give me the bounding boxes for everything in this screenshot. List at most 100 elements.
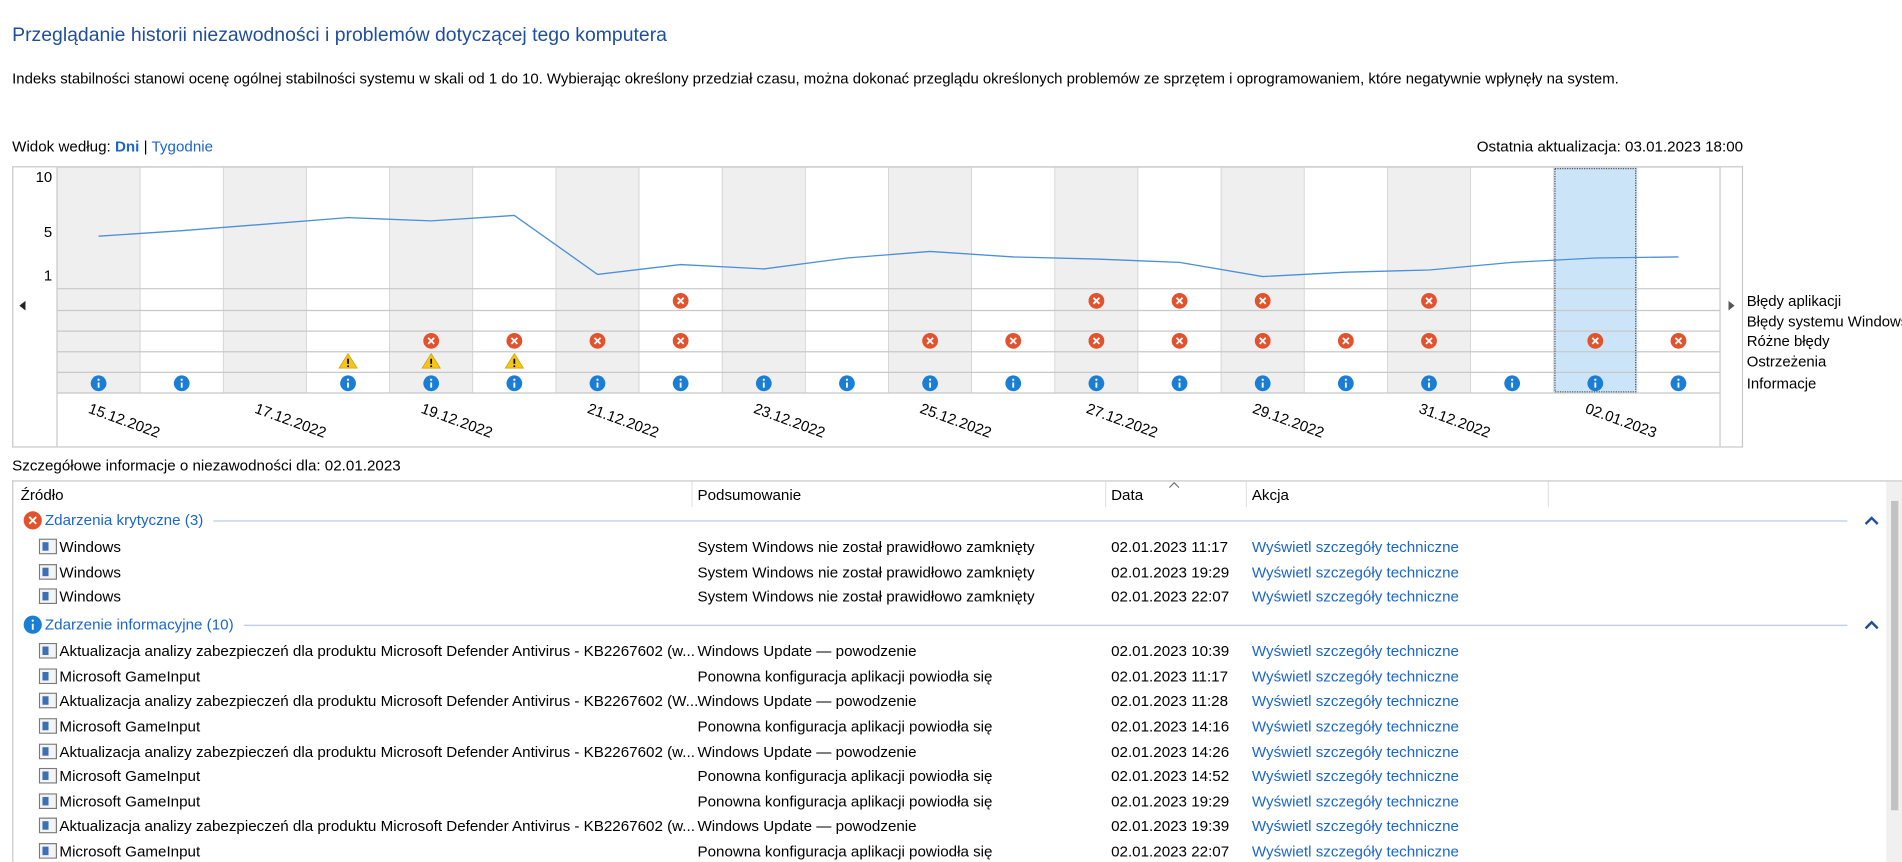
icon-glyph [677,297,685,305]
day-column[interactable] [1220,167,1305,394]
day-column[interactable] [638,167,723,394]
info-icon[interactable] [423,375,440,392]
info-icon[interactable] [173,375,190,392]
warning-icon[interactable] [338,352,358,369]
error-icon[interactable] [1005,332,1022,349]
group-header[interactable]: Zdarzenia krytyczne (3) [44,511,204,529]
info-icon[interactable] [922,375,938,392]
details-link[interactable]: Wyświetl szczegóły techniczne [1251,668,1459,686]
warning-icon[interactable] [504,352,525,369]
error-icon[interactable] [423,332,440,349]
details-link[interactable]: Wyświetl szczegóły techniczne [1251,718,1459,736]
day-column[interactable] [805,167,889,394]
icon-glyph [1178,378,1181,381]
info-icon[interactable] [1670,375,1687,392]
error-icon[interactable] [1171,292,1188,309]
error-icon[interactable] [1088,332,1105,349]
day-column[interactable] [971,167,1056,394]
view-days[interactable]: Dni [114,138,140,156]
day-column[interactable] [222,167,307,394]
column-header[interactable]: Podsumowanie [697,486,802,504]
details-link[interactable]: Wyświetl szczegóły techniczne [1251,538,1459,556]
day-column[interactable] [1470,167,1555,394]
day-column[interactable] [721,167,806,394]
group-header[interactable]: Zdarzenie informacyjne (10) [44,616,234,634]
column-header[interactable]: Źródło [20,486,64,504]
scroll-left[interactable] [19,300,26,311]
day-column[interactable] [888,167,973,394]
icon-glyph [510,337,518,345]
error-icon[interactable] [672,332,689,349]
info-icon[interactable] [1337,375,1354,392]
scroll-right[interactable] [1728,300,1735,311]
day-column[interactable] [1387,167,1471,394]
description: Indeks stabilności stanowi ocenę ogólnej… [12,70,1619,88]
details-link[interactable]: Wyświetl szczegóły techniczne [1251,743,1459,761]
icon-glyph [97,378,100,381]
selected-day[interactable] [1553,167,1638,394]
day-column[interactable] [1054,167,1139,394]
icon-glyph [1511,378,1514,381]
details-link[interactable]: Wyświetl szczegóły techniczne [1251,693,1459,711]
info-icon[interactable] [1421,375,1437,392]
summary-cell: Windows Update — powodzenie [697,693,917,711]
day-column[interactable] [555,167,640,394]
source-cell: Microsoft GameInput [59,668,201,686]
info-icon[interactable] [1171,375,1188,392]
window-pane [42,567,49,576]
error-icon[interactable] [506,332,523,349]
day-column[interactable] [1303,167,1388,394]
warning-icon[interactable] [421,352,441,369]
details-link[interactable]: Wyświetl szczegóły techniczne [1251,843,1459,861]
info-icon[interactable] [506,375,523,392]
info-icon[interactable] [1088,375,1105,392]
date-cell: 02.01.2023 22:07 [1111,588,1230,606]
summary-cell: Windows Update — powodzenie [697,818,917,836]
error-icon[interactable] [672,292,689,309]
info-icon[interactable] [755,375,772,392]
error-icon[interactable] [1587,332,1604,349]
day-column[interactable] [1636,167,1721,394]
info-icon[interactable] [839,375,855,392]
view-weeks[interactable]: Tygodnie [151,138,214,156]
event-row-label: Różne błędy [1747,334,1830,350]
details-link[interactable]: Wyświetl szczegóły techniczne [1251,588,1459,606]
error-icon[interactable] [922,332,938,349]
day-column[interactable] [56,167,141,394]
scrollbar-thumb[interactable] [1891,500,1899,811]
info-icon[interactable] [1254,375,1271,392]
source-cell: Aktualizacja analizy zabezpieczeń dla pr… [59,693,699,711]
info-icon[interactable] [1587,375,1604,392]
icon-glyph [1259,297,1267,305]
details-link[interactable]: Wyświetl szczegóły techniczne [1251,793,1459,811]
info-icon[interactable] [1005,375,1022,392]
summary-cell: System Windows nie został prawidłowo zam… [697,538,1035,556]
info-icon[interactable] [340,375,356,392]
error-icon[interactable] [1254,292,1271,309]
error-icon[interactable] [1421,332,1437,349]
source-icon [38,693,58,709]
day-column[interactable] [139,167,224,394]
day-column[interactable] [1137,167,1222,394]
info-icon[interactable] [589,375,606,392]
summary-cell: Ponowna konfiguracja aplikacji powiodła … [697,793,993,811]
error-icon[interactable] [1254,332,1271,349]
error-icon[interactable] [1088,292,1105,309]
error-icon[interactable] [1670,332,1687,349]
details-link[interactable]: Wyświetl szczegóły techniczne [1251,643,1459,661]
error-icon[interactable] [1171,332,1188,349]
info-icon[interactable] [672,375,689,392]
icon-glyph [677,337,685,345]
view-switch: Widok według: Dni | Tygodnie [12,138,213,155]
error-icon[interactable] [1337,332,1354,349]
details-link[interactable]: Wyświetl szczegóły techniczne [1251,818,1459,836]
error-icon[interactable] [589,332,606,349]
collapse-chevron [1864,516,1879,525]
details-link[interactable]: Wyświetl szczegóły techniczne [1251,768,1459,786]
info-icon[interactable] [90,375,107,392]
column-header[interactable]: Akcja [1251,486,1289,504]
column-header[interactable]: Data [1111,486,1144,504]
error-icon[interactable] [1421,292,1437,309]
details-link[interactable]: Wyświetl szczegóły techniczne [1251,563,1459,581]
info-icon[interactable] [1504,375,1521,392]
